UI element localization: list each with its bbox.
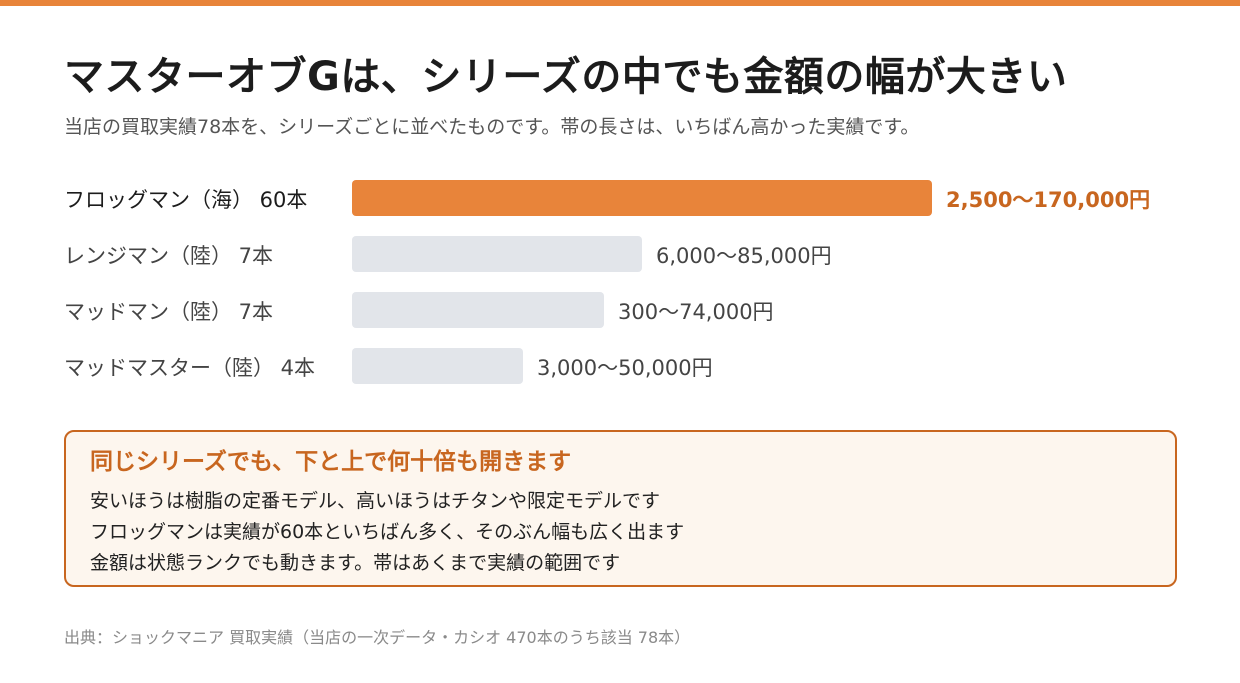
category-label: マッドマン（陸） 7本 <box>64 300 274 324</box>
category-label: レンジマン（陸） 7本 <box>64 244 274 268</box>
range-bar <box>352 236 642 272</box>
range-value-label: 6,000〜85,000円 <box>656 244 832 268</box>
note-line: フロッグマンは実績が60本といちばん多く、そのぶん幅も広く出ます <box>90 521 685 543</box>
page-title: マスターオブGは、シリーズの中でも金額の幅が大きい <box>64 54 1068 100</box>
top-accent-strip <box>0 0 1240 6</box>
page-subtitle: 当店の買取実績78本を、シリーズごとに並べたものです。帯の長さは、いちばん高かっ… <box>64 116 920 138</box>
note-heading: 同じシリーズでも、下と上で何十倍も開きます <box>90 449 572 475</box>
note-line: 金額は状態ランクでも動きます。帯はあくまで実績の範囲です <box>90 552 621 574</box>
note-box: 同じシリーズでも、下と上で何十倍も開きます 安いほうは樹脂の定番モデル、高いほう… <box>64 430 1177 587</box>
range-bar <box>352 292 604 328</box>
category-label: フロッグマン（海） 60本 <box>64 188 308 212</box>
range-bar <box>352 180 932 216</box>
note-line: 安いほうは樹脂の定番モデル、高いほうはチタンや限定モデルです <box>90 490 661 512</box>
category-label: マッドマスター（陸） 4本 <box>64 356 316 380</box>
range-value-label: 3,000〜50,000円 <box>537 356 713 380</box>
range-value-label: 2,500〜170,000円 <box>946 188 1151 212</box>
source-note: 出典：ショックマニア 買取実績（当店の一次データ・カシオ 470本のうち該当 7… <box>64 628 691 647</box>
range-value-label: 300〜74,000円 <box>618 300 774 324</box>
range-bar <box>352 348 523 384</box>
